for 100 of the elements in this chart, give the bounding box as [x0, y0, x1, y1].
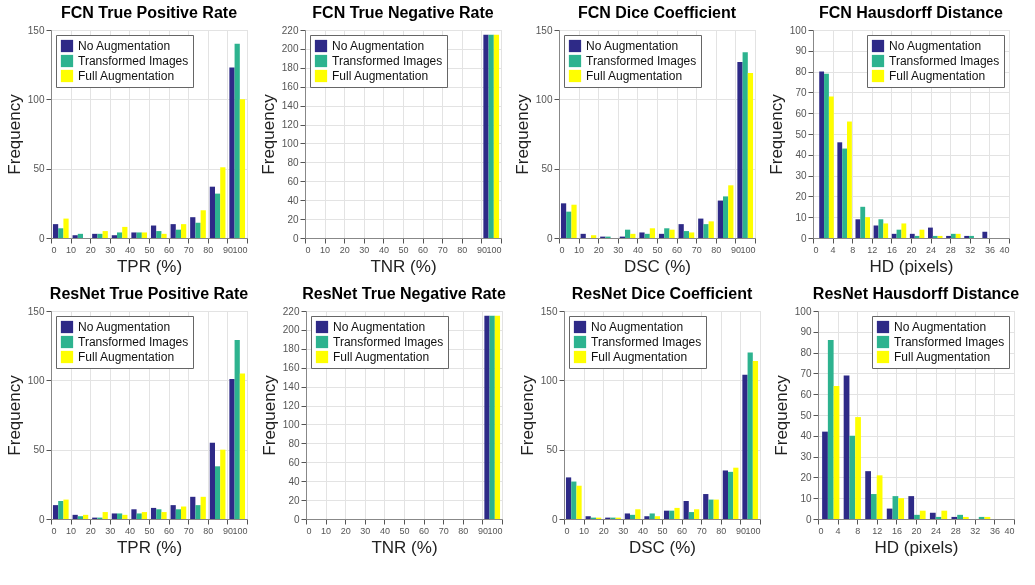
y-tick-label: 30	[795, 170, 807, 182]
x-tick-label: 8	[850, 244, 856, 255]
x-tick-label: 70	[183, 244, 194, 255]
x-axis-title: TNR (%)	[370, 256, 437, 276]
y-tick-label: 20	[795, 190, 807, 202]
y-tick-label: 50	[546, 444, 558, 456]
x-tick-label: 20	[85, 525, 96, 536]
x-tick-label: 80	[711, 244, 722, 255]
legend-label: No Augmentation	[889, 39, 982, 53]
y-tick-label: 220	[282, 305, 300, 317]
y-tick-label: 40	[800, 430, 812, 442]
y-axis-title: Frequency	[259, 374, 279, 456]
x-tick-label: 40	[124, 525, 135, 536]
legend-label: Full Augmentation	[889, 69, 986, 83]
x-tick-label: 0	[305, 244, 311, 255]
x-tick-label: 40	[637, 525, 648, 536]
x-tick-label: 40	[378, 244, 389, 255]
x-tick-label: 80	[203, 244, 214, 255]
y-tick-label: 0	[38, 513, 45, 525]
y-tick-label: 20	[800, 471, 812, 483]
y-tick-label: 20	[287, 213, 299, 225]
chart-title: FCN True Positive Rate	[60, 4, 238, 21]
legend-label: Full Augmentation	[591, 350, 688, 364]
x-tick-label: 80	[458, 525, 469, 536]
x-tick-label: 10	[66, 525, 77, 536]
y-tick-label: 220	[281, 24, 299, 36]
y-tick-label: 40	[795, 149, 807, 161]
y-tick-label: 0	[292, 232, 299, 244]
x-tick-label: 30	[359, 244, 370, 255]
chart-title: ResNet True Positive Rate	[49, 285, 249, 302]
x-tick-label: 4	[835, 525, 841, 536]
y-axis-title: Frequency	[766, 93, 786, 175]
y-tick-label: 0	[38, 232, 45, 244]
y-axis-title: Frequency	[771, 374, 791, 456]
legend-label: Transformed Images	[591, 335, 702, 349]
y-tick-label: 80	[795, 66, 807, 78]
x-tick-label: 8	[855, 525, 861, 536]
x-tick-label: 70	[437, 244, 448, 255]
x-tick-label: 20	[340, 525, 351, 536]
x-tick-label: 60	[419, 525, 430, 536]
x-axis-title: TNR (%)	[371, 537, 438, 557]
x-axis-title: DSC (%)	[628, 537, 697, 557]
x-tick-label: 80	[203, 525, 214, 536]
y-tick-label: 160	[281, 81, 299, 93]
y-tick-label: 10	[800, 492, 812, 504]
y-tick-label: 60	[795, 107, 807, 119]
x-tick-label: 50	[399, 525, 410, 536]
x-tick-label: 10	[579, 525, 590, 536]
legend-label: Full Augmentation	[78, 350, 175, 364]
x-tick-label: 30	[105, 525, 116, 536]
x-tick-label: 16	[891, 525, 902, 536]
x-tick-label: 20	[598, 525, 609, 536]
y-axis-title: Frequency	[258, 93, 278, 175]
x-tick-label: 20	[911, 525, 922, 536]
legend-label: No Augmentation	[586, 39, 679, 53]
x-tick-label: 90	[476, 244, 487, 255]
y-tick-label: 90	[800, 326, 812, 338]
x-tick-label: 20	[906, 244, 917, 255]
x-tick-label: 40	[1004, 525, 1015, 536]
x-tick-label: 0	[51, 525, 57, 536]
x-tick-label: 90	[477, 525, 488, 536]
x-tick-label: 28	[950, 525, 961, 536]
y-tick-label: 0	[546, 232, 553, 244]
y-tick-label: 100	[535, 93, 553, 105]
y-tick-label: 100	[27, 374, 45, 386]
legend-label: Full Augmentation	[333, 350, 430, 364]
x-tick-label: 0	[559, 244, 565, 255]
y-tick-label: 100	[789, 24, 807, 36]
legend-label: Transformed Images	[586, 54, 697, 68]
x-tick-label: 12	[872, 525, 883, 536]
x-tick-label: 100	[486, 244, 502, 255]
x-tick-label: 60	[164, 525, 175, 536]
legend-label: Full Augmentation	[894, 350, 991, 364]
chart-title: ResNet Hausdorff Distance	[812, 285, 1020, 302]
x-tick-label: 90	[730, 244, 741, 255]
legend-label: No Augmentation	[333, 320, 426, 334]
y-tick-label: 80	[800, 347, 812, 359]
y-tick-label: 120	[281, 119, 299, 131]
x-tick-label: 32	[965, 244, 976, 255]
y-tick-label: 100	[540, 374, 558, 386]
x-tick-label: 70	[696, 525, 707, 536]
x-tick-label: 70	[691, 244, 702, 255]
chart-title: FCN True Negative Rate	[312, 4, 494, 21]
x-tick-label: 0	[51, 244, 57, 255]
legend-label: Transformed Images	[78, 54, 189, 68]
x-tick-label: 50	[144, 525, 155, 536]
x-tick-label: 32	[970, 525, 981, 536]
x-tick-label: 90	[735, 525, 746, 536]
x-tick-label: 36	[984, 244, 995, 255]
x-tick-label: 90	[222, 525, 233, 536]
y-tick-label: 40	[288, 475, 300, 487]
x-axis-title: HD (pixels)	[869, 256, 954, 276]
x-tick-label: 100	[745, 525, 761, 536]
chart-title: ResNet True Negative Rate	[302, 285, 506, 302]
y-tick-label: 90	[795, 45, 807, 57]
x-tick-label: 28	[945, 244, 956, 255]
y-axis-title: Frequency	[4, 93, 24, 175]
legend-label: No Augmentation	[78, 39, 171, 53]
x-tick-label: 20	[593, 244, 604, 255]
y-tick-label: 0	[293, 513, 300, 525]
